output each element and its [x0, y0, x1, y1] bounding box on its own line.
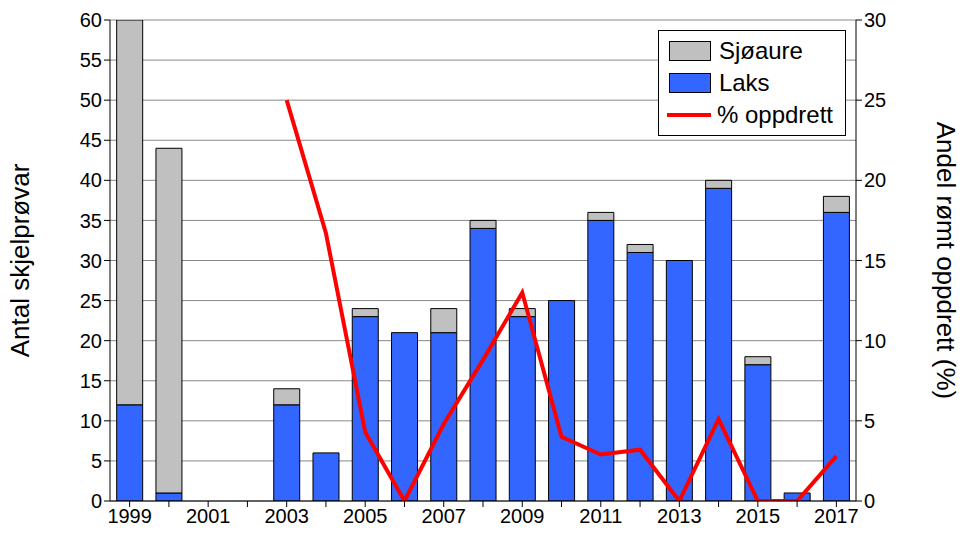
- svg-text:2005: 2005: [343, 505, 388, 527]
- svg-text:30: 30: [80, 250, 102, 272]
- svg-text:5: 5: [91, 450, 102, 472]
- svg-text:0: 0: [864, 490, 875, 512]
- svg-text:2015: 2015: [736, 505, 781, 527]
- svg-text:55: 55: [80, 49, 102, 71]
- svg-text:2001: 2001: [186, 505, 231, 527]
- svg-text:15: 15: [80, 370, 102, 392]
- html-text:% oppdrett: % oppdrett: [716, 101, 833, 128]
- svg-text:Antal skjelprøvar: Antal skjelprøvar: [8, 163, 35, 357]
- html-text:Laks: Laks: [718, 69, 770, 96]
- svg-text:2011: 2011: [579, 505, 622, 527]
- svg-text:1999: 1999: [107, 505, 152, 527]
- svg-text:10: 10: [864, 330, 886, 352]
- svg-text:40: 40: [80, 169, 102, 191]
- svg-text:5: 5: [864, 410, 875, 432]
- svg-text:20: 20: [864, 169, 886, 191]
- svg-text:25: 25: [80, 290, 102, 312]
- svg-text:30: 30: [864, 9, 886, 31]
- svg-text:2013: 2013: [657, 505, 702, 527]
- svg-text:15: 15: [864, 250, 886, 272]
- svg-text:45: 45: [80, 129, 102, 151]
- svg-text:25: 25: [864, 89, 886, 111]
- svg-text:2007: 2007: [421, 505, 466, 527]
- svg-text:0: 0: [91, 490, 102, 512]
- svg-text:2003: 2003: [264, 505, 309, 527]
- svg-text:2009: 2009: [500, 505, 545, 527]
- svg-text:2017: 2017: [814, 505, 859, 527]
- svg-text:50: 50: [80, 89, 102, 111]
- html-text:Sjøaure: Sjøaure: [718, 37, 803, 64]
- svg-text:35: 35: [80, 210, 102, 232]
- svg-text:Andel rømt oppdrett (%): Andel rømt oppdrett (%): [931, 122, 958, 399]
- svg-text:10: 10: [80, 410, 102, 432]
- svg-text:60: 60: [80, 9, 102, 31]
- svg-text:20: 20: [80, 330, 102, 352]
